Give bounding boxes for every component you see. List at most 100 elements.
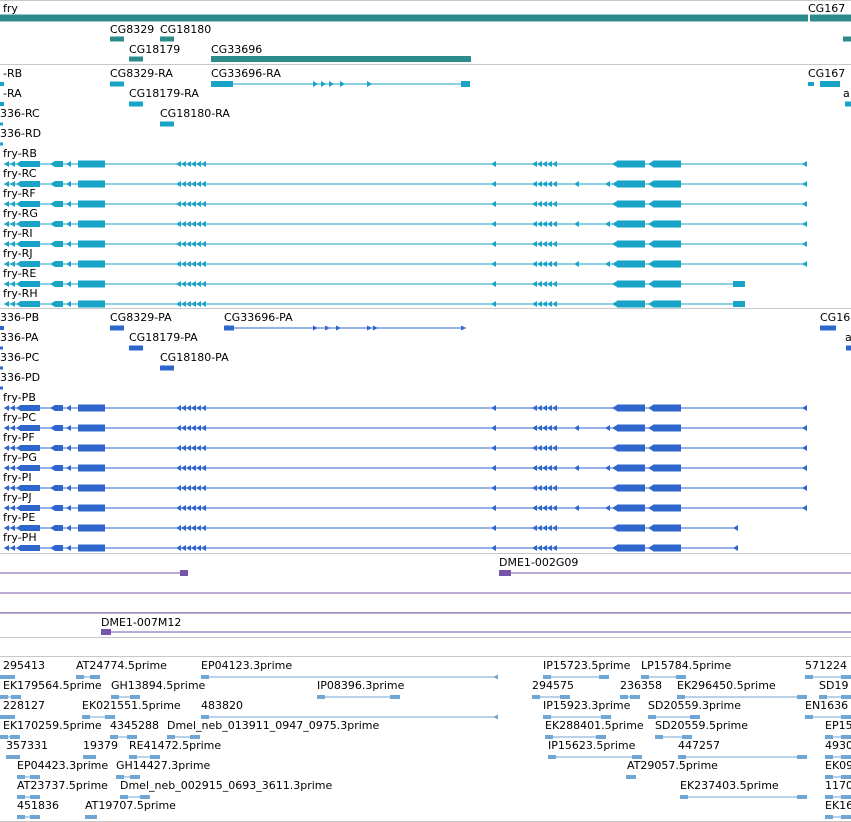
- strand-arrow[interactable]: [491, 445, 496, 451]
- strand-arrow[interactable]: [16, 181, 21, 187]
- strand-arrow[interactable]: [186, 161, 191, 167]
- exon-block[interactable]: [690, 715, 700, 719]
- strand-arrow[interactable]: [537, 465, 542, 471]
- strand-arrow[interactable]: [574, 465, 579, 471]
- strand-arrow[interactable]: [574, 505, 579, 511]
- feature-label[interactable]: fry-PJ: [3, 491, 32, 504]
- strand-arrow[interactable]: [16, 485, 21, 491]
- exon-block[interactable]: [87, 815, 97, 819]
- exon-block[interactable]: [78, 544, 105, 552]
- strand-arrow[interactable]: [196, 261, 201, 267]
- exon-block[interactable]: [653, 464, 681, 472]
- exon-block[interactable]: [648, 715, 656, 719]
- strand-arrow[interactable]: [491, 261, 496, 267]
- exon-block[interactable]: [653, 544, 681, 552]
- strand-arrow[interactable]: [10, 545, 15, 551]
- strand-arrow[interactable]: [648, 445, 653, 451]
- feature-label[interactable]: EN1636: [805, 699, 849, 712]
- exon-block[interactable]: [682, 735, 692, 739]
- strand-arrow[interactable]: [181, 281, 186, 287]
- strand-arrow[interactable]: [542, 465, 547, 471]
- exon-block[interactable]: [55, 261, 63, 267]
- strand-arrow[interactable]: [66, 181, 71, 187]
- strand-arrow[interactable]: [10, 525, 15, 531]
- exon-block[interactable]: [617, 300, 645, 308]
- exon-block[interactable]: [129, 345, 143, 351]
- feature-label[interactable]: 357331: [6, 739, 48, 752]
- exon-block[interactable]: [160, 36, 174, 42]
- strand-arrow[interactable]: [66, 161, 71, 167]
- strand-arrow[interactable]: [547, 161, 552, 167]
- exon-block[interactable]: [116, 775, 124, 779]
- strand-arrow[interactable]: [532, 261, 537, 267]
- exon-block[interactable]: [20, 485, 40, 491]
- strand-arrow[interactable]: [537, 545, 542, 551]
- strand-arrow[interactable]: [196, 485, 201, 491]
- strand-arrow[interactable]: [612, 181, 617, 187]
- strand-arrow[interactable]: [201, 505, 206, 511]
- strand-arrow[interactable]: [552, 241, 557, 247]
- exon-block[interactable]: [825, 735, 833, 739]
- strand-arrow[interactable]: [648, 465, 653, 471]
- feature-label[interactable]: EK179564.5prime: [3, 679, 102, 692]
- strand-arrow[interactable]: [4, 181, 9, 187]
- strand-arrow[interactable]: [10, 425, 15, 431]
- feature-label[interactable]: 483820: [201, 699, 243, 712]
- exon-block[interactable]: [30, 795, 40, 799]
- exon-block[interactable]: [653, 260, 681, 268]
- strand-arrow[interactable]: [537, 301, 542, 307]
- feature-label[interactable]: fry: [3, 2, 18, 15]
- feature-label[interactable]: 336-PB: [0, 311, 40, 324]
- exon-block[interactable]: [797, 695, 807, 699]
- strand-arrow[interactable]: [491, 201, 496, 207]
- strand-arrow[interactable]: [181, 485, 186, 491]
- feature-label[interactable]: 228127: [3, 699, 45, 712]
- feature-label[interactable]: EK09: [825, 759, 851, 772]
- strand-arrow[interactable]: [537, 261, 542, 267]
- exon-block[interactable]: [105, 715, 115, 719]
- strand-arrow[interactable]: [532, 465, 537, 471]
- strand-arrow[interactable]: [191, 201, 196, 207]
- strand-arrow[interactable]: [16, 405, 21, 411]
- strand-arrow[interactable]: [191, 425, 196, 431]
- feature-label[interactable]: a: [845, 331, 851, 344]
- exon-block[interactable]: [617, 544, 645, 552]
- exon-block[interactable]: [17, 795, 25, 799]
- feature-label[interactable]: RE41472.5prime: [129, 739, 222, 752]
- exon-block[interactable]: [20, 405, 40, 411]
- exon-block[interactable]: [20, 545, 40, 551]
- feature-label[interactable]: CG8329: [110, 23, 155, 36]
- strand-arrow[interactable]: [648, 161, 653, 167]
- feature-label[interactable]: fry-PG: [3, 451, 37, 464]
- strand-arrow[interactable]: [4, 405, 9, 411]
- strand-arrow[interactable]: [4, 301, 9, 307]
- exon-block[interactable]: [55, 465, 63, 471]
- feature-label[interactable]: EK16: [825, 799, 851, 812]
- strand-arrow[interactable]: [16, 261, 21, 267]
- strand-arrow[interactable]: [191, 505, 196, 511]
- strand-arrow[interactable]: [547, 221, 552, 227]
- exon-block[interactable]: [653, 160, 681, 168]
- strand-arrow[interactable]: [605, 221, 610, 227]
- strand-arrow[interactable]: [491, 465, 496, 471]
- strand-arrow[interactable]: [612, 445, 617, 451]
- strand-arrow[interactable]: [196, 181, 201, 187]
- strand-arrow[interactable]: [802, 261, 807, 267]
- strand-arrow[interactable]: [552, 425, 557, 431]
- strand-arrow[interactable]: [648, 241, 653, 247]
- strand-arrow[interactable]: [537, 281, 542, 287]
- exon-block[interactable]: [653, 504, 681, 512]
- strand-arrow[interactable]: [201, 405, 206, 411]
- feature-label[interactable]: fry-PH: [3, 531, 37, 544]
- strand-arrow[interactable]: [537, 241, 542, 247]
- strand-arrow[interactable]: [491, 505, 496, 511]
- strand-arrow[interactable]: [196, 465, 201, 471]
- strand-arrow[interactable]: [574, 261, 579, 267]
- exon-block[interactable]: [55, 281, 63, 287]
- strand-arrow[interactable]: [201, 465, 206, 471]
- strand-arrow[interactable]: [367, 81, 372, 87]
- strand-arrow[interactable]: [802, 241, 807, 247]
- feature-label[interactable]: SD19: [819, 679, 849, 692]
- strand-arrow[interactable]: [605, 505, 610, 511]
- strand-arrow[interactable]: [50, 405, 55, 411]
